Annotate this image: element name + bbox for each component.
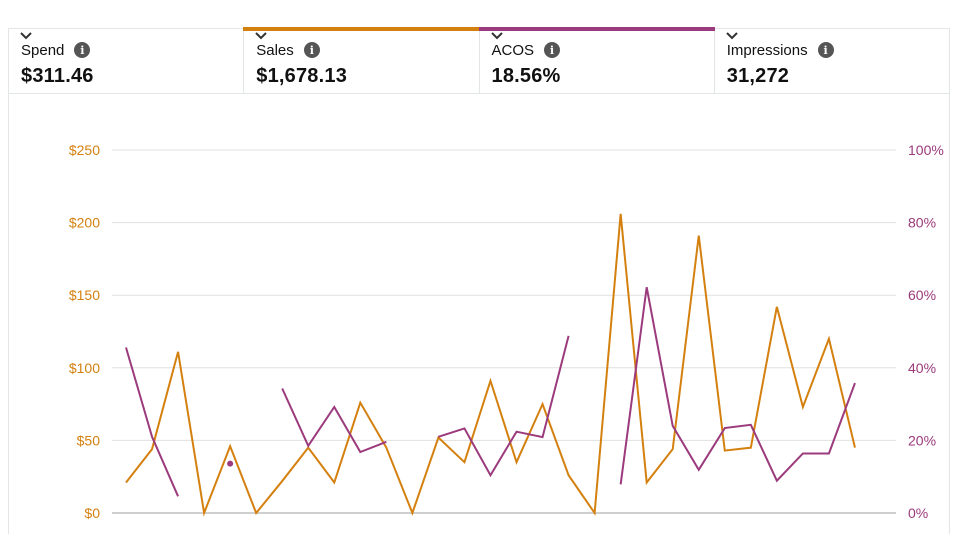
sales-line bbox=[125, 213, 856, 517]
left-tick-label: $0 bbox=[84, 505, 100, 521]
metric-tab-acos[interactable]: ACOS i 18.56% bbox=[478, 27, 715, 93]
metric-tab-sales[interactable]: Sales i $1,678.13 bbox=[243, 27, 480, 93]
chevron-down-icon[interactable] bbox=[490, 29, 504, 43]
right-tick-label: 60% bbox=[908, 287, 936, 303]
chevron-down-icon[interactable] bbox=[725, 29, 739, 43]
metric-accent-bar bbox=[478, 27, 715, 31]
acos-line bbox=[438, 335, 570, 478]
metric-label: Sales bbox=[256, 41, 294, 59]
info-icon[interactable]: i bbox=[303, 42, 320, 58]
right-tick-label: 0% bbox=[908, 505, 928, 521]
metric-value: $1,678.13 bbox=[256, 65, 348, 87]
left-tick-label: $150 bbox=[69, 287, 100, 303]
metric-label: Impressions bbox=[726, 41, 808, 59]
info-icon[interactable]: i bbox=[544, 42, 561, 58]
info-icon[interactable]: i bbox=[817, 42, 834, 58]
metric-label: Spend bbox=[21, 41, 65, 59]
left-tick-label: $250 bbox=[69, 142, 100, 158]
metric-accent-bar bbox=[243, 27, 480, 31]
acos-line bbox=[125, 347, 179, 497]
chart-panel bbox=[8, 94, 950, 534]
left-tick-label: $50 bbox=[77, 432, 101, 448]
right-tick-label: 40% bbox=[908, 360, 936, 376]
right-tick-label: 100% bbox=[908, 142, 944, 158]
metric-tabs: Spend i $311.46 Sales i $1,678.13 ACOS i… bbox=[8, 27, 950, 94]
metric-tab-spend[interactable]: Spend i $311.46 bbox=[9, 28, 245, 93]
metric-value: $311.46 bbox=[21, 65, 94, 87]
right-tick-label: 20% bbox=[908, 432, 936, 448]
acos-point bbox=[227, 460, 234, 467]
metric-label: ACOS bbox=[491, 41, 535, 59]
acos-line bbox=[619, 287, 856, 485]
metric-value: 18.56% bbox=[491, 65, 561, 87]
left-tick-label: $200 bbox=[69, 215, 100, 231]
chevron-down-icon[interactable] bbox=[19, 29, 33, 43]
metric-tab-impressions[interactable]: Impressions i 31,272 bbox=[714, 28, 949, 93]
info-icon[interactable]: i bbox=[74, 42, 91, 58]
acos-line bbox=[281, 388, 387, 454]
left-tick-label: $100 bbox=[69, 360, 100, 376]
right-tick-label: 80% bbox=[908, 215, 936, 231]
metric-value: 31,272 bbox=[726, 65, 790, 87]
chevron-down-icon[interactable] bbox=[254, 29, 268, 43]
